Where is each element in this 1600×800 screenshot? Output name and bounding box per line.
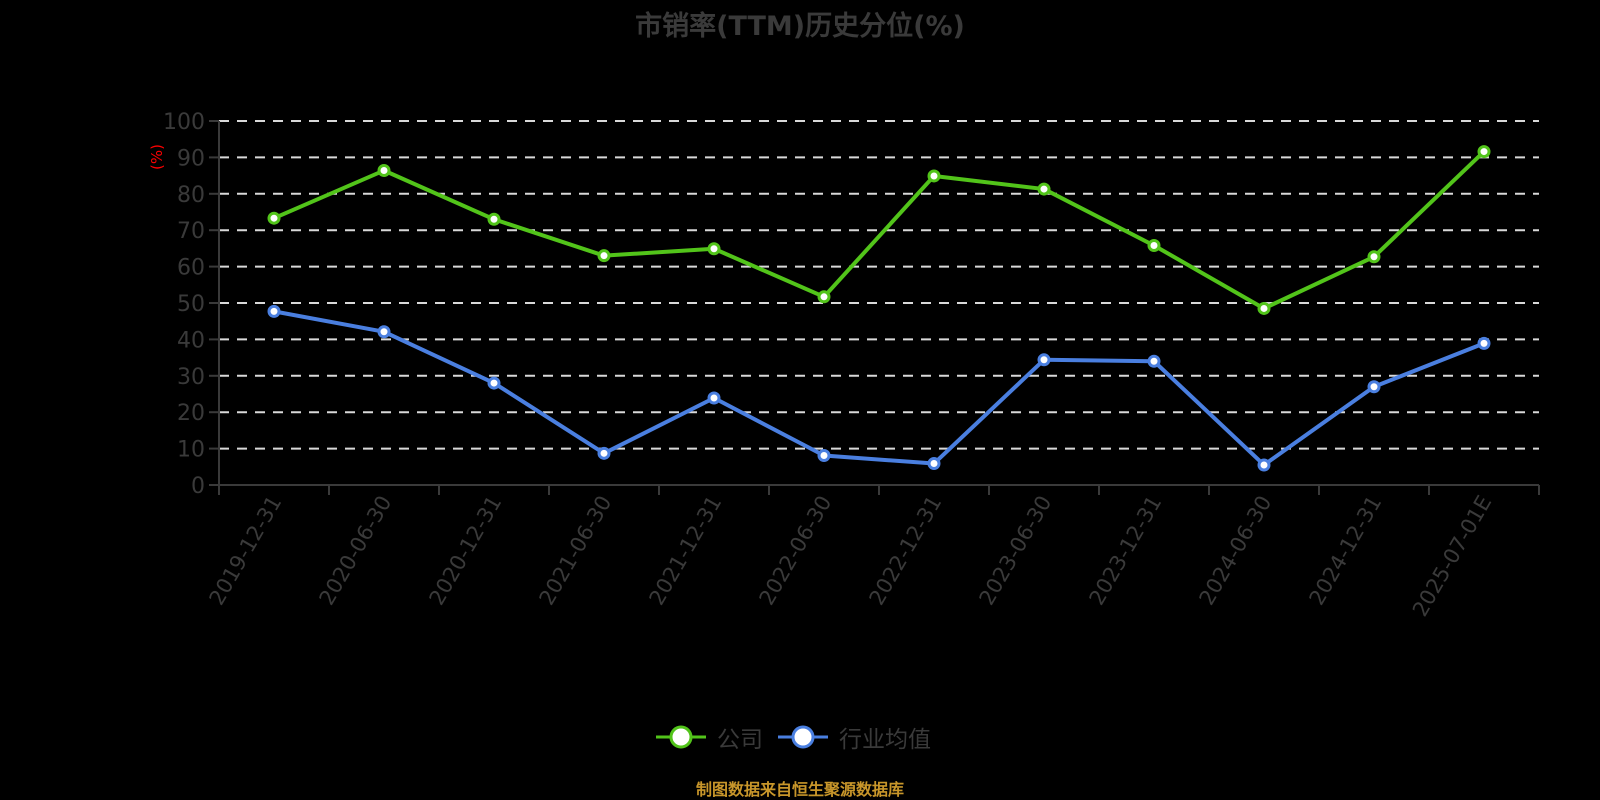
- chart-title: 市销率(TTM)历史分位(%): [635, 11, 965, 42]
- gridlines: [219, 120, 1539, 450]
- y-tick-label: 70: [177, 219, 205, 244]
- y-axis-unit-label: (%): [148, 144, 166, 170]
- data-point[interactable]: [817, 449, 831, 463]
- y-tick-label: 60: [177, 256, 205, 281]
- series-industry: [267, 304, 1491, 472]
- legend-line-circle-icon: [778, 725, 828, 749]
- data-point[interactable]: [267, 211, 281, 225]
- data-point[interactable]: [1477, 336, 1491, 350]
- data-point[interactable]: [487, 376, 501, 390]
- data-point[interactable]: [1037, 182, 1051, 196]
- data-source-footer: 制图数据来自恒生聚源数据库: [695, 780, 904, 799]
- y-tick-label: 30: [177, 365, 205, 390]
- data-point[interactable]: [927, 457, 941, 471]
- legend: 公司 行业均值: [655, 720, 945, 754]
- data-point[interactable]: [707, 242, 721, 256]
- data-point[interactable]: [1037, 353, 1051, 367]
- x-tick-label: 2025-07-01E: [1408, 492, 1496, 621]
- x-tick-label: 2019-12-31: [205, 492, 287, 610]
- x-tick-label: 2022-12-31: [865, 492, 947, 610]
- x-tick-label: 2021-12-31: [645, 492, 727, 610]
- data-point[interactable]: [487, 212, 501, 226]
- x-tick-label: 2022-06-30: [755, 492, 837, 610]
- series-lines: [267, 145, 1491, 472]
- x-tick-label: 2023-06-30: [975, 492, 1057, 610]
- data-point[interactable]: [377, 325, 391, 339]
- y-tick-label: 40: [177, 328, 205, 353]
- data-point[interactable]: [1147, 354, 1161, 368]
- legend-item-industry[interactable]: 行业均值: [777, 720, 931, 754]
- x-tick-label: 2024-12-31: [1305, 492, 1387, 610]
- y-axis: 0 10 20 30 40 50 60 70 80 90 100: [163, 110, 220, 499]
- x-tick-label: 2024-06-30: [1195, 492, 1277, 610]
- x-tick-label: 2020-06-30: [315, 492, 397, 610]
- x-tick-label: 2023-12-31: [1085, 492, 1167, 610]
- data-point[interactable]: [267, 304, 281, 318]
- data-point[interactable]: [1367, 250, 1381, 264]
- y-tick-label: 0: [191, 474, 205, 499]
- x-tick-label: 2020-12-31: [425, 492, 507, 610]
- data-point[interactable]: [927, 169, 941, 183]
- data-point[interactable]: [1257, 458, 1271, 472]
- y-tick-label: 20: [177, 401, 205, 426]
- y-tick-label: 50: [177, 292, 205, 317]
- y-tick-label: 10: [177, 438, 205, 463]
- data-point[interactable]: [1367, 380, 1381, 394]
- data-point[interactable]: [1477, 145, 1491, 159]
- legend-label-company: 公司: [717, 727, 763, 753]
- data-point[interactable]: [1147, 238, 1161, 252]
- data-point[interactable]: [377, 164, 391, 178]
- y-tick-label: 90: [177, 146, 205, 171]
- legend-label-industry: 行业均值: [839, 727, 931, 753]
- data-point[interactable]: [597, 249, 611, 263]
- data-point[interactable]: [597, 446, 611, 460]
- data-point[interactable]: [707, 391, 721, 405]
- series-company: [267, 145, 1491, 315]
- x-axis: 2019-12-31 2020-06-30 2020-12-31 2021-06-30…: [205, 484, 1540, 621]
- data-point[interactable]: [817, 290, 831, 304]
- y-tick-label: 80: [177, 183, 205, 208]
- data-point[interactable]: [1257, 301, 1271, 315]
- legend-item-company[interactable]: 公司: [655, 720, 763, 754]
- legend-line-circle-icon: [656, 725, 706, 749]
- x-tick-label: 2021-06-30: [535, 492, 617, 610]
- y-tick-label: 100: [163, 110, 205, 135]
